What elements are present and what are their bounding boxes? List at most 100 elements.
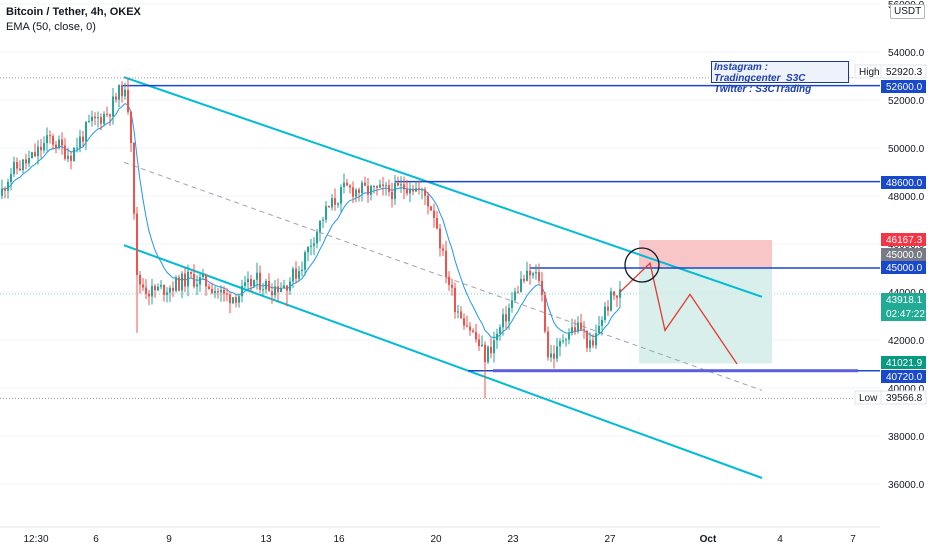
candle-body: [418, 188, 420, 190]
watermark-line-2: Twitter : S3CTrading: [714, 84, 812, 95]
candle-body: [541, 280, 543, 295]
candle-body: [175, 277, 177, 291]
time-tick-label: 16: [333, 534, 345, 545]
candle-body: [160, 285, 162, 287]
candle-body: [430, 206, 432, 211]
candle-body: [304, 252, 306, 270]
candle-body: [79, 136, 81, 148]
candle-body: [556, 346, 558, 359]
symbol-title: Bitcoin / Tether, 4h, OKEX: [6, 6, 141, 18]
candle-body: [460, 311, 462, 319]
projected-path: [619, 261, 738, 365]
candle-body: [454, 287, 456, 313]
candle-body: [409, 189, 411, 194]
candle-body: [427, 195, 429, 207]
currency-label[interactable]: USDT: [890, 4, 926, 19]
candle-body: [433, 210, 435, 219]
candle-body: [334, 198, 336, 205]
price-label-box: [881, 80, 926, 93]
candle-body: [487, 346, 489, 363]
trade-zones: [639, 239, 772, 364]
candle-body: [193, 273, 195, 287]
candle-body: [589, 340, 591, 348]
time-tick-label: 7: [850, 534, 856, 545]
candle-body: [265, 280, 267, 290]
candle-body: [19, 168, 21, 171]
candle-body: [361, 182, 363, 193]
watermark-line-1: Instagram : Tradingcenter_S3C: [714, 62, 806, 84]
candle-body: [100, 117, 102, 124]
candle-body: [442, 248, 444, 251]
price-label: 52600.0: [886, 82, 923, 93]
candle-body: [592, 340, 594, 346]
price-label: 43918.1: [886, 295, 923, 306]
candle-body: [22, 159, 24, 171]
candle-body: [388, 185, 390, 192]
price-tag: High: [859, 67, 880, 78]
candle-body: [229, 294, 231, 304]
candle-body: [376, 185, 378, 188]
candle-body: [523, 278, 525, 281]
candle-body: [553, 353, 555, 359]
ema-line: [1, 102, 621, 339]
candle-body: [400, 184, 402, 186]
candle-body: [472, 330, 474, 332]
price-label-box: [881, 261, 926, 274]
take-profit-zone: [639, 268, 772, 364]
candle-body: [7, 181, 9, 191]
candle-body: [355, 189, 357, 197]
time-tick-label: Oct: [700, 534, 717, 545]
candle-body: [565, 339, 567, 341]
candle-body: [331, 198, 333, 208]
candle-body: [232, 297, 234, 304]
candle-body: [64, 145, 66, 159]
support-highlight: [493, 369, 858, 373]
price-label: 41021.9: [886, 358, 923, 369]
candle-body: [124, 89, 126, 97]
candle-body: [148, 293, 150, 297]
price-label: 52920.3: [886, 67, 923, 78]
price-label-box: [881, 370, 926, 383]
candle-body: [610, 291, 612, 311]
time-tick-label: 6: [93, 534, 99, 545]
candle-body: [166, 292, 168, 295]
candle-body: [277, 286, 279, 293]
candle-body: [244, 282, 246, 286]
candle-body: [271, 291, 273, 296]
price-label: 48600.0: [886, 178, 923, 189]
price-label: 45000.0: [886, 263, 923, 274]
candle-body: [262, 289, 264, 291]
candle-body: [358, 189, 360, 193]
candle-body: [559, 341, 561, 347]
candle-body: [544, 294, 546, 332]
price-tick-label: 48000.0: [888, 192, 925, 203]
candle-body: [475, 331, 477, 340]
candle-body: [385, 185, 387, 187]
candle-body: [187, 271, 189, 287]
price-tick-label: 38000.0: [888, 432, 925, 443]
candle-body: [253, 279, 255, 287]
candle-body: [58, 139, 60, 149]
candle-body: [91, 116, 93, 122]
candle-body: [586, 330, 588, 348]
candle-body: [508, 307, 510, 322]
candle-body: [595, 333, 597, 346]
price-axis: 36000.038000.040000.042000.044000.046000…: [854, 0, 932, 550]
candle-body: [421, 189, 423, 191]
candle-body: [88, 121, 90, 123]
price-tag: Low: [859, 393, 878, 404]
candle-body: [115, 96, 117, 100]
time-tick-label: 13: [260, 534, 272, 545]
price-tick-label: 54000.0: [888, 48, 925, 59]
candle-body: [496, 333, 498, 341]
candle-body: [226, 293, 228, 295]
candle-body: [268, 280, 270, 292]
candle-body: [31, 152, 33, 159]
candle-body: [208, 286, 210, 290]
candle-body: [136, 213, 138, 276]
time-tick-label: 12:30: [23, 534, 48, 545]
candle-body: [562, 340, 564, 342]
price-tick-label: 40000.0: [888, 384, 925, 395]
candle-body: [202, 274, 204, 278]
